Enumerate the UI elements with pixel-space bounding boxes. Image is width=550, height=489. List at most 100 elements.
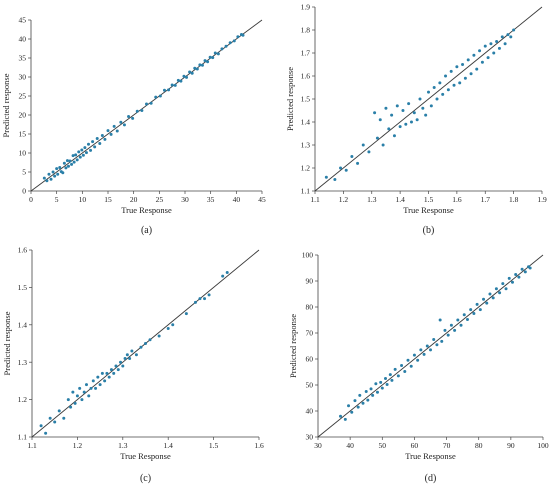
data-point: [80, 148, 84, 152]
data-point: [82, 390, 86, 394]
data-point: [91, 379, 95, 383]
data-point: [112, 124, 116, 128]
data-point: [387, 127, 391, 131]
data-point: [49, 177, 53, 181]
data-point: [425, 344, 429, 348]
data-point: [392, 134, 396, 138]
data-point: [68, 159, 72, 163]
data-point: [55, 167, 59, 171]
data-point: [203, 297, 207, 301]
x-tick-label: 1.1: [310, 195, 320, 204]
x-tick-label: 5: [55, 195, 59, 204]
data-point: [435, 97, 439, 101]
data-point: [57, 409, 61, 413]
data-point: [98, 142, 102, 145]
data-point: [495, 40, 499, 43]
x-tick-label: 1.3: [367, 195, 377, 204]
data-point: [39, 424, 43, 428]
x-tick-label: 40: [233, 195, 241, 204]
data-point: [366, 398, 370, 402]
y-tick-label: 1.4: [18, 320, 28, 329]
data-point: [157, 334, 161, 338]
data-point: [42, 176, 46, 180]
y-tick-label: 90: [306, 277, 314, 286]
data-point: [416, 358, 420, 362]
data-point: [171, 323, 175, 327]
data-point: [125, 353, 129, 357]
data-point: [385, 382, 389, 386]
data-point: [381, 143, 385, 147]
data-point: [123, 356, 127, 360]
data-point: [478, 49, 482, 53]
data-point: [449, 323, 453, 327]
data-point: [53, 174, 57, 178]
x-tick-label: 1.6: [254, 441, 264, 450]
data-point: [216, 52, 220, 56]
data-point: [195, 67, 199, 71]
data-point: [112, 371, 116, 375]
data-point: [393, 367, 397, 371]
data-point: [158, 94, 162, 98]
data-point: [208, 55, 212, 59]
y-tick-label: 40: [19, 35, 27, 44]
x-tick-label: 35: [207, 195, 215, 204]
y-axis-title: Predicted response: [288, 314, 298, 378]
data-point: [488, 292, 492, 296]
y-axis-title: Predicted response: [2, 311, 12, 375]
data-point: [74, 153, 78, 157]
data-point: [438, 318, 442, 322]
data-point: [407, 102, 411, 106]
data-point: [361, 401, 365, 405]
data-point: [401, 109, 405, 112]
data-point: [80, 398, 84, 402]
data-point: [84, 383, 88, 387]
data-point: [91, 140, 95, 144]
panel-caption: (a): [141, 225, 152, 236]
data-point: [100, 371, 104, 375]
data-point: [81, 153, 85, 157]
data-point: [236, 35, 240, 39]
data-point: [412, 111, 416, 115]
data-point: [166, 327, 170, 331]
x-tick-label: 0: [29, 195, 33, 204]
data-point: [106, 129, 110, 133]
data-point: [58, 165, 62, 169]
data-point: [134, 353, 138, 357]
x-tick-label: 1.5: [424, 195, 434, 204]
data-point: [56, 172, 60, 176]
data-point: [84, 151, 88, 155]
x-tick-label: 1.2: [73, 441, 83, 450]
data-point: [501, 282, 505, 286]
data-point: [220, 47, 224, 51]
data-point: [96, 375, 100, 379]
data-point: [418, 97, 422, 101]
data-point: [188, 70, 192, 74]
data-point: [371, 393, 375, 397]
data-point: [198, 63, 202, 67]
data-point: [78, 155, 82, 159]
data-point: [497, 46, 501, 50]
y-tick-label: 5: [22, 168, 26, 177]
data-point: [361, 143, 365, 147]
data-point: [47, 172, 51, 176]
data-point: [440, 339, 444, 343]
data-point: [373, 111, 377, 115]
data-point: [422, 352, 426, 356]
data-point: [503, 42, 507, 46]
data-point: [415, 118, 419, 122]
data-point: [512, 28, 516, 32]
data-point: [115, 129, 119, 133]
data-point: [435, 343, 439, 347]
data-point: [53, 420, 57, 424]
data-point: [70, 162, 74, 166]
x-tick-label: 1.9: [537, 195, 547, 204]
x-tick-label: 30: [314, 441, 322, 450]
data-point: [176, 78, 180, 82]
data-point: [66, 164, 70, 168]
data-point: [384, 106, 388, 110]
data-point: [438, 81, 442, 85]
data-point: [344, 168, 348, 172]
data-point: [89, 386, 93, 390]
data-point: [198, 297, 202, 301]
data-point: [459, 323, 463, 327]
